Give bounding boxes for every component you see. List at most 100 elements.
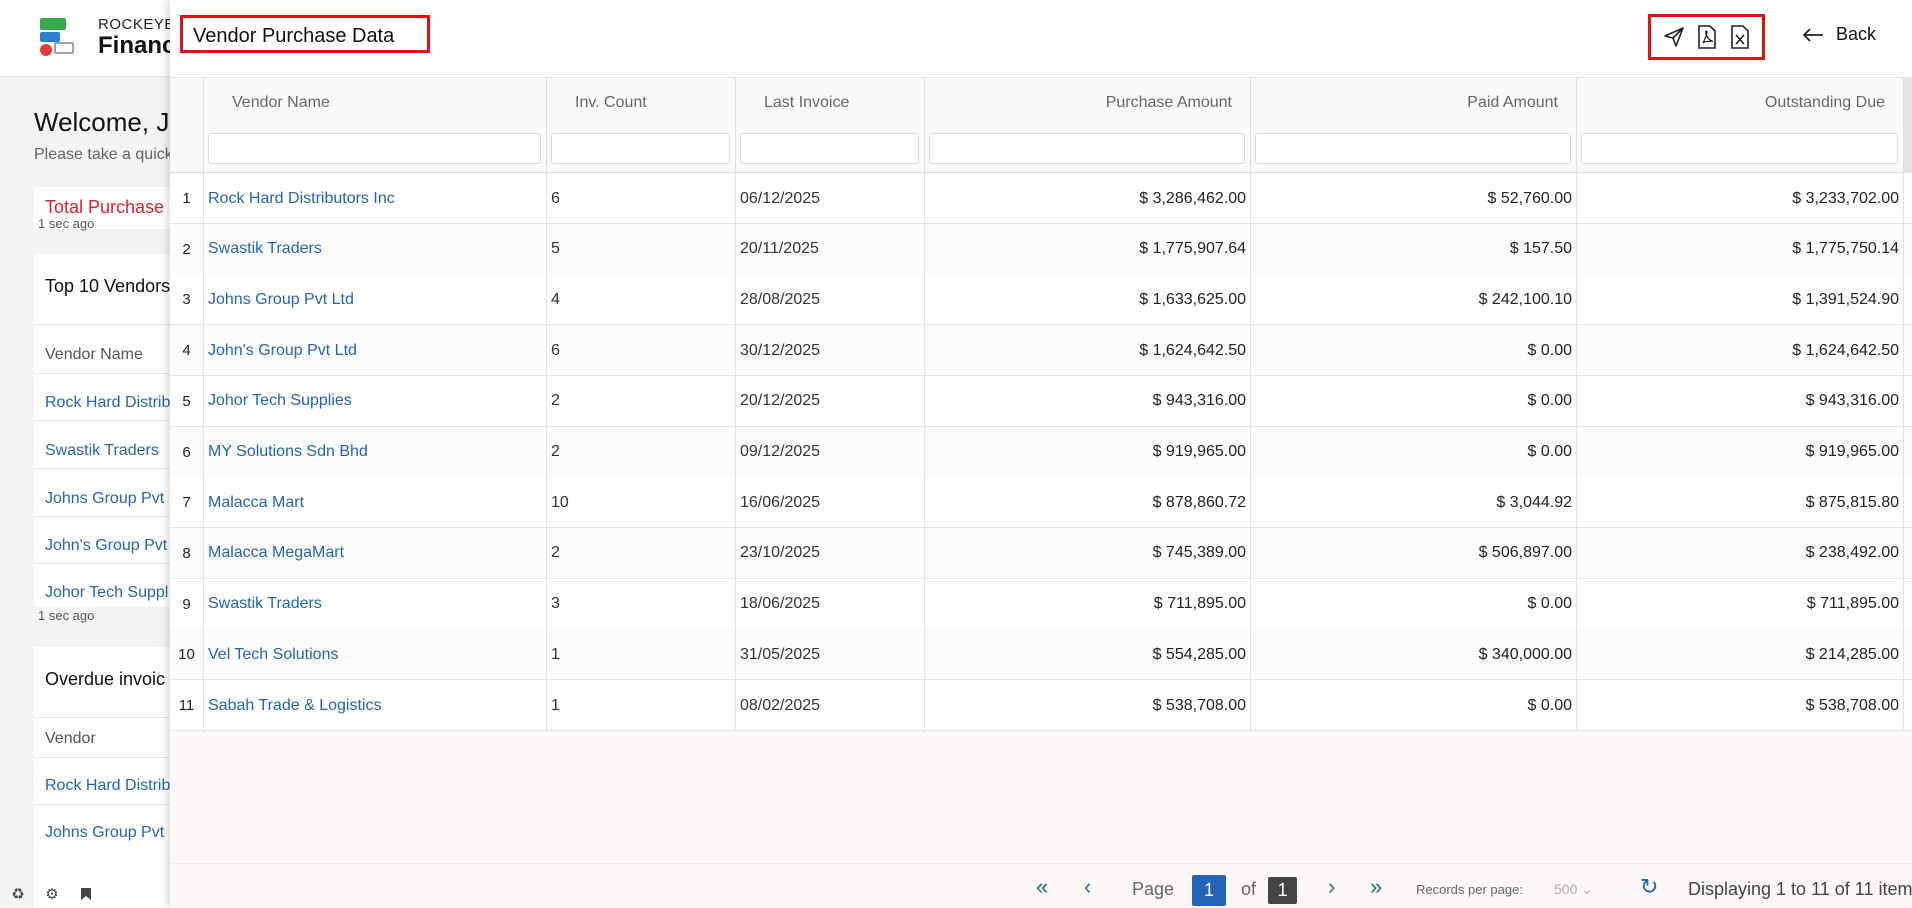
- records-per-page-select[interactable]: 500 ⌄: [1554, 881, 1593, 897]
- send-icon[interactable]: [1660, 23, 1688, 51]
- vendor-name-link[interactable]: Vel Tech Solutions: [204, 629, 547, 681]
- last-invoice-cell: 06/12/2025: [736, 173, 925, 224]
- records-per-page-label: Records per page:: [1416, 882, 1523, 897]
- table-row[interactable]: 5 Johor Tech Supplies 2 20/12/2025 $ 943,316…: [170, 375, 1912, 427]
- pdf-export-icon[interactable]: [1693, 23, 1721, 51]
- outstanding-due-filter[interactable]: [1581, 133, 1898, 164]
- outstanding-due-cell: $ 214,285.00: [1577, 629, 1904, 681]
- excel-export-icon[interactable]: [1726, 23, 1754, 51]
- column-purchase-amount[interactable]: Purchase Amount: [925, 78, 1251, 173]
- row-number-cell: 4: [170, 325, 204, 377]
- table-row[interactable]: 2 Swastik Traders 5 20/11/2025 $ 1,775,907.6…: [170, 223, 1912, 275]
- column-vendor-name[interactable]: Vendor Name: [204, 78, 547, 173]
- last-page-icon[interactable]: »: [1370, 874, 1383, 899]
- of-label: of: [1241, 879, 1257, 899]
- row-number-cell: 9: [170, 578, 204, 630]
- purchase-amount-cell: $ 1,775,907.64: [925, 223, 1251, 275]
- paid-amount-cell: $ 506,897.00: [1251, 527, 1577, 579]
- table-row[interactable]: 11 Sabah Trade & Logistics 1 08/02/2025 $ 53…: [170, 680, 1912, 731]
- column-outstanding-due[interactable]: Outstanding Due: [1577, 78, 1904, 173]
- outstanding-due-cell: $ 3,233,702.00: [1577, 173, 1904, 224]
- top-vendor-link[interactable]: Johns Group Pvt: [45, 490, 165, 507]
- table-row[interactable]: 6 MY Solutions Sdn Bhd 2 09/12/2025 $ 919,96…: [170, 426, 1912, 478]
- paid-amount-cell: $ 157.50: [1251, 223, 1577, 275]
- row-number-cell: 5: [170, 375, 204, 427]
- page-label: Page: [1132, 879, 1175, 899]
- settings-cog-icon[interactable]: ⚙: [45, 886, 59, 903]
- inv-count-filter[interactable]: [551, 133, 730, 164]
- table-row[interactable]: 4 John's Group Pvt Ltd 6 30/12/2025 $ 1,624,…: [170, 325, 1912, 377]
- column-paid-amount[interactable]: Paid Amount: [1251, 78, 1577, 173]
- inv-count-cell: 2: [547, 527, 736, 579]
- vendor-purchase-panel: Vendor Purchase Data Back Vendor Name: [170, 0, 1912, 908]
- vendor-name-link[interactable]: Johor Tech Supplies: [204, 375, 547, 427]
- top-vendor-link[interactable]: Swastik Traders: [45, 442, 159, 459]
- overdue-vendor-link[interactable]: Johns Group Pvt: [45, 824, 165, 841]
- overdue-vendor-link[interactable]: Rock Hard Distrib: [45, 777, 171, 794]
- inv-count-cell: 5: [547, 223, 736, 275]
- refresh-icon[interactable]: ↻: [1640, 874, 1659, 899]
- last-invoice-filter[interactable]: [740, 133, 919, 164]
- row-number-cell: 6: [170, 426, 204, 478]
- row-number-cell: 11: [170, 680, 204, 731]
- purchase-amount-filter[interactable]: [929, 133, 1245, 164]
- back-button[interactable]: Back: [1802, 24, 1876, 45]
- row-number-cell: 2: [170, 223, 204, 275]
- paid-amount-cell: $ 242,100.10: [1251, 274, 1577, 326]
- top-vendor-link[interactable]: Rock Hard Distrib: [45, 394, 171, 411]
- paid-amount-cell: $ 3,044.92: [1251, 477, 1577, 529]
- table-row[interactable]: 10 Vel Tech Solutions 1 31/05/2025 $ 554,285…: [170, 629, 1912, 681]
- purchase-amount-cell: $ 554,285.00: [925, 629, 1251, 681]
- table-row[interactable]: 9 Swastik Traders 3 18/06/2025 $ 711,895.00 $…: [170, 578, 1912, 630]
- inv-count-cell: 2: [547, 375, 736, 427]
- column-inv-count[interactable]: Inv. Count: [547, 78, 736, 173]
- vendor-name-link[interactable]: Johns Group Pvt Ltd: [204, 274, 547, 326]
- vendor-name-link[interactable]: Swastik Traders: [204, 223, 547, 275]
- brand-name-main: Financ: [98, 32, 176, 59]
- updated-time: 1 sec ago: [38, 608, 95, 623]
- vendor-name-link[interactable]: Sabah Trade & Logistics: [204, 680, 547, 731]
- table-row[interactable]: 1 Rock Hard Distributors Inc 6 06/12/2025 $ …: [170, 173, 1912, 224]
- previous-page-icon[interactable]: ‹: [1084, 874, 1092, 899]
- brand-name-top: ROCKEYE: [98, 16, 175, 33]
- vendor-name-filter[interactable]: [208, 133, 541, 164]
- table-row[interactable]: 3 Johns Group Pvt Ltd 4 28/08/2025 $ 1,633,6…: [170, 274, 1912, 326]
- vendor-name-link[interactable]: MY Solutions Sdn Bhd: [204, 426, 547, 478]
- dashboard-background: Welcome, J Please take a quick Total Pur…: [0, 77, 234, 908]
- vendor-name-link[interactable]: Malacca Mart: [204, 477, 547, 529]
- outstanding-due-cell: $ 943,316.00: [1577, 375, 1904, 427]
- table-row[interactable]: 7 Malacca Mart 10 16/06/2025 $ 878,860.72 $ 3…: [170, 477, 1912, 529]
- column-label: Purchase Amount: [1105, 94, 1232, 111]
- paid-amount-cell: $ 0.00: [1251, 578, 1577, 630]
- vendor-name-link[interactable]: John's Group Pvt Ltd: [204, 325, 547, 377]
- vendor-name-link[interactable]: Malacca MegaMart: [204, 527, 547, 579]
- overdue-column-header: Vendor: [45, 730, 96, 747]
- current-page-input[interactable]: 1: [1192, 875, 1226, 906]
- display-count: Displaying 1 to 11 of 11 items.: [1688, 879, 1912, 899]
- table-header: Vendor Name Inv. Count Last Invoice Purc…: [170, 78, 1912, 173]
- row-number-cell: 10: [170, 629, 204, 681]
- vertical-scrollbar[interactable]: [1904, 78, 1912, 173]
- column-label: Outstanding Due: [1764, 94, 1885, 111]
- paid-amount-filter[interactable]: [1255, 133, 1571, 164]
- top-vendor-link[interactable]: Johor Tech Suppl: [45, 584, 169, 601]
- bookmark-icon[interactable]: [76, 884, 96, 904]
- last-invoice-cell: 30/12/2025: [736, 325, 925, 377]
- purchase-amount-cell: $ 943,316.00: [925, 375, 1251, 427]
- last-invoice-cell: 08/02/2025: [736, 680, 925, 731]
- vendor-name-link[interactable]: Rock Hard Distributors Inc: [204, 173, 547, 224]
- last-invoice-cell: 20/12/2025: [736, 375, 925, 427]
- row-number-cell: 1: [170, 173, 204, 224]
- recycle-icon[interactable]: ♻: [11, 886, 25, 903]
- column-last-invoice[interactable]: Last Invoice: [736, 78, 925, 173]
- paid-amount-cell: $ 0.00: [1251, 426, 1577, 478]
- next-page-icon[interactable]: ›: [1328, 874, 1336, 899]
- vendor-name-link[interactable]: Swastik Traders: [204, 578, 547, 630]
- first-page-icon[interactable]: «: [1036, 874, 1049, 899]
- paid-amount-cell: $ 0.00: [1251, 375, 1577, 427]
- welcome-subtext: Please take a quick: [34, 146, 173, 163]
- bottom-toolbar: ♻ ⚙: [8, 884, 96, 904]
- top-vendor-link[interactable]: John's Group Pvt: [45, 537, 168, 554]
- inv-count-cell: 1: [547, 629, 736, 681]
- table-row[interactable]: 8 Malacca MegaMart 2 23/10/2025 $ 745,389.00…: [170, 527, 1912, 579]
